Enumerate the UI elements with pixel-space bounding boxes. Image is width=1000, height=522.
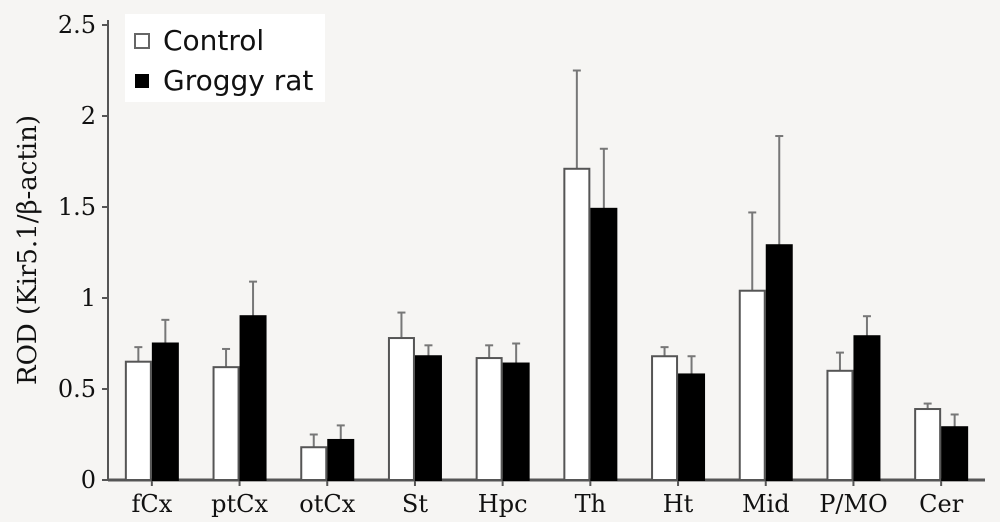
legend-label-control: Control (163, 24, 264, 57)
x-tick-label: Cer (919, 490, 964, 518)
y-tick-label: 0.5 (58, 375, 96, 403)
legend: Control Groggy rat (125, 14, 325, 102)
bar-groggy (414, 355, 442, 481)
bar-control (563, 167, 591, 481)
y-tick-label: 2 (81, 102, 96, 130)
bar-control (651, 355, 679, 481)
y-tick-label: 2.5 (58, 11, 96, 39)
bar-control (124, 360, 152, 482)
bar-control (914, 408, 942, 481)
bar-control (738, 289, 766, 481)
y-tick-label: 0 (81, 466, 96, 494)
bar-groggy (853, 335, 881, 481)
x-tick-label: Hpc (478, 490, 528, 518)
legend-label-groggy: Groggy rat (163, 64, 313, 97)
x-tick-label: P/MO (819, 490, 887, 518)
legend-swatch-groggy (135, 74, 149, 88)
x-tick-label: Ht (663, 490, 694, 518)
bar-groggy (678, 373, 706, 481)
x-tick-label: otCx (299, 490, 355, 518)
x-tick-label: Mid (742, 490, 790, 518)
bar-control (212, 366, 240, 481)
bar-control (475, 357, 503, 481)
bar-groggy (941, 426, 969, 481)
legend-box (125, 14, 325, 102)
y-tick-label: 1 (81, 284, 96, 312)
bar-control (826, 369, 854, 481)
bar-groggy (765, 244, 793, 481)
plot-area: 0 0.5 1 1.5 2 2.5 fCx ptCx otCx St Hpc Th Ht Mid P/MO C… (58, 11, 985, 518)
bar-groggy (590, 207, 618, 481)
y-axis-title: ROD (Kir5.1/β-actin) (13, 115, 43, 385)
x-tick-label: ptCx (211, 490, 268, 518)
bar-groggy (239, 315, 267, 482)
bar-control (300, 446, 328, 481)
bar-groggy (327, 438, 355, 481)
bar-groggy (151, 342, 179, 481)
x-tick-label: Th (575, 490, 606, 518)
bar-groggy (502, 362, 530, 481)
x-tick-label: fCx (131, 490, 172, 518)
x-tick-label: St (402, 490, 428, 518)
bar-control (387, 337, 415, 482)
y-tick-label: 1.5 (58, 193, 96, 221)
legend-swatch-control (134, 33, 150, 49)
